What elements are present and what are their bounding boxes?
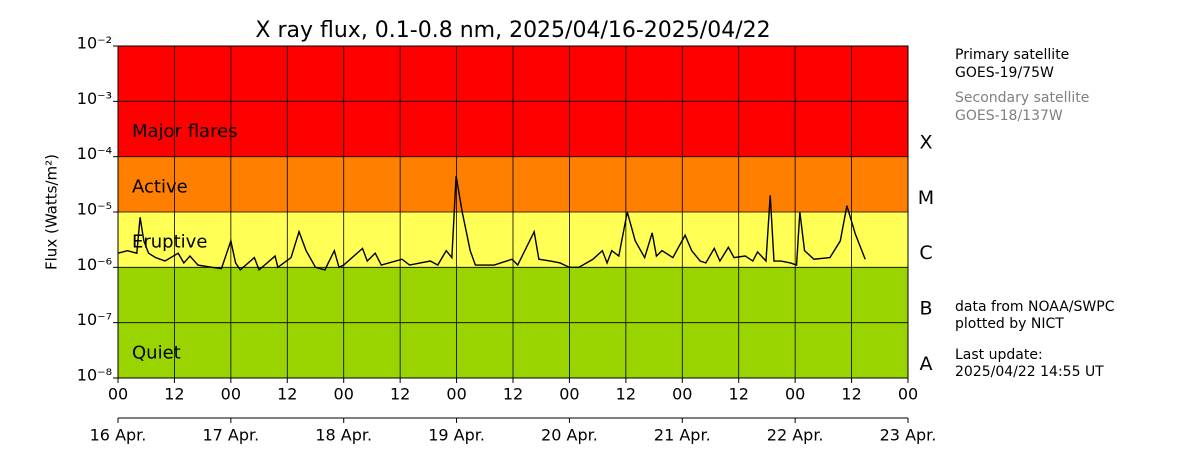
side-text: plotted by NICT bbox=[955, 316, 1064, 332]
class-label: M bbox=[918, 187, 934, 209]
plot-frame bbox=[117, 45, 909, 379]
x-tick-label: 12 bbox=[503, 385, 523, 404]
y-tick-label: 10⁻² bbox=[77, 34, 112, 53]
y-tick-label: 10⁻⁶ bbox=[77, 255, 112, 274]
date-tick-label: 16 Apr. bbox=[90, 426, 147, 445]
side-text: GOES-18/137W bbox=[955, 108, 1063, 124]
x-tick-label: 00 bbox=[446, 385, 466, 404]
date-tick-label: 23 Apr. bbox=[880, 426, 937, 445]
y-tick-label: 10⁻⁴ bbox=[77, 144, 112, 163]
x-tick-label: 00 bbox=[108, 385, 128, 404]
x-tick-label: 00 bbox=[221, 385, 241, 404]
date-tick-label: 20 Apr. bbox=[541, 426, 598, 445]
date-tick-label: 17 Apr. bbox=[202, 426, 259, 445]
band-label: Major flares bbox=[132, 121, 238, 142]
side-text: Secondary satellite bbox=[955, 90, 1089, 106]
side-text: GOES-19/75W bbox=[955, 65, 1054, 81]
x-tick-label: 12 bbox=[729, 385, 749, 404]
y-tick-label: 10⁻⁸ bbox=[77, 366, 112, 385]
date-tick-label: 22 Apr. bbox=[767, 426, 824, 445]
class-label: C bbox=[919, 242, 932, 264]
side-text: Last update: bbox=[955, 347, 1043, 363]
class-label: X bbox=[919, 132, 932, 154]
chart-title: X ray flux, 0.1-0.8 nm, 2025/04/16-2025/… bbox=[255, 18, 770, 43]
x-tick-label: 12 bbox=[164, 385, 184, 404]
y-tick-label: 10⁻⁵ bbox=[77, 200, 112, 219]
date-tick-label: 18 Apr. bbox=[315, 426, 372, 445]
band-label: Quiet bbox=[132, 342, 181, 363]
x-tick-label: 00 bbox=[559, 385, 579, 404]
x-tick-label: 00 bbox=[785, 385, 805, 404]
date-tick-label: 21 Apr. bbox=[654, 426, 711, 445]
side-text: data from NOAA/SWPC bbox=[955, 299, 1115, 315]
x-tick-label: 12 bbox=[616, 385, 636, 404]
x-tick-label: 00 bbox=[898, 385, 918, 404]
flux-line bbox=[117, 175, 866, 272]
side-text: Primary satellite bbox=[955, 47, 1069, 63]
x-tick-label: 12 bbox=[390, 385, 410, 404]
band-label: Active bbox=[132, 176, 188, 197]
date-tick-label: 19 Apr. bbox=[428, 426, 485, 445]
x-tick-label: 12 bbox=[841, 385, 861, 404]
class-label: A bbox=[920, 353, 933, 375]
x-tick-label: 12 bbox=[277, 385, 297, 404]
y-axis-label: Flux (Watts/m²) bbox=[43, 154, 61, 270]
y-tick-label: 10⁻³ bbox=[77, 89, 112, 108]
band-label: Eruptive bbox=[132, 232, 207, 253]
side-text: 2025/04/22 14:55 UT bbox=[955, 364, 1104, 380]
class-label: B bbox=[919, 298, 932, 320]
x-tick-label: 00 bbox=[672, 385, 692, 404]
y-tick-label: 10⁻⁷ bbox=[77, 310, 112, 329]
x-tick-label: 00 bbox=[334, 385, 354, 404]
